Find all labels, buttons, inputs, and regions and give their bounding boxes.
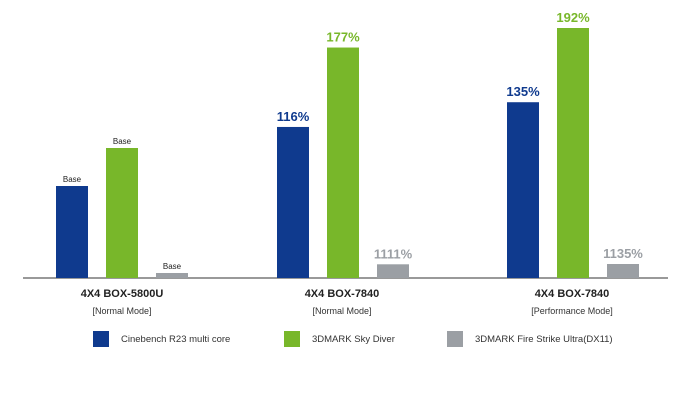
category-mode-label: [Performance Mode]: [531, 306, 613, 316]
legend-label: Cinebench R23 multi core: [121, 333, 231, 345]
category-label: 4X4 BOX-7840: [304, 288, 380, 300]
data-label-firestrike-3: 1135%: [603, 246, 643, 261]
bar-skydiver-2: [327, 47, 359, 278]
bar-firestrike-1: [156, 273, 188, 278]
data-label-cinebench-1: Base: [63, 175, 82, 184]
bar-skydiver-3: [557, 28, 589, 278]
data-label-skydiver-3: 192%: [556, 10, 590, 25]
data-label-cinebench-3: 135%: [506, 84, 540, 99]
legend-label: 3DMARK Fire Strike Ultra(DX11): [475, 333, 613, 345]
legend-label: 3DMARK Sky Diver: [312, 333, 395, 345]
legend-item-cinebench: Cinebench R23 multi core: [93, 331, 230, 347]
bar-cinebench-3: [507, 102, 539, 278]
legend-item-skydiver: 3DMARK Sky Diver: [284, 331, 395, 347]
bar-cinebench-1: [56, 186, 88, 278]
category-label: 4X4 BOX-7840: [534, 288, 610, 300]
legend-swatch: [447, 331, 463, 347]
bar-firestrike-3: [607, 264, 639, 278]
category-mode-label: [Normal Mode]: [92, 306, 152, 316]
category-label: 4X4 BOX-5800U: [80, 288, 164, 300]
bar-cinebench-2: [277, 126, 309, 278]
data-label-firestrike-1: Base: [163, 262, 182, 271]
data-label-skydiver-1: Base: [113, 137, 132, 146]
data-label-cinebench-2: 116%: [277, 109, 310, 124]
legend-item-firestrike: 3DMARK Fire Strike Ultra(DX11): [447, 331, 613, 347]
bar-skydiver-1: [106, 148, 138, 278]
category-mode-label: [Normal Mode]: [312, 306, 372, 316]
legend-swatch: [93, 331, 109, 347]
bar-firestrike-2: [377, 264, 409, 278]
legend-swatch: [284, 331, 300, 347]
data-label-skydiver-2: 177%: [326, 30, 360, 45]
data-label-firestrike-2: 1111%: [374, 246, 413, 261]
